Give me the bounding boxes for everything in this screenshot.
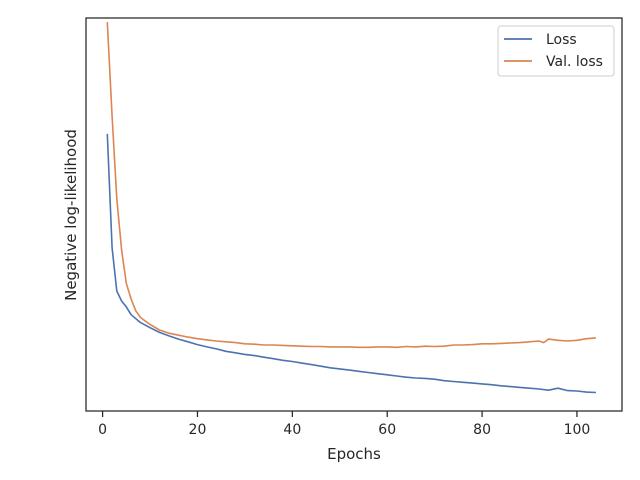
legend-label: Loss — [546, 32, 577, 48]
y-axis-label: Negative log-likelihood — [62, 129, 80, 301]
series-lines — [106, 21, 596, 394]
x-tick-label: 40 — [283, 422, 301, 438]
series-line-loss — [106, 133, 596, 394]
plot-background — [86, 18, 622, 411]
x-tick-label: 0 — [98, 422, 107, 438]
x-tick-label: 60 — [378, 422, 396, 438]
x-axis-ticks: 0 20 40 60 80 100 — [98, 411, 590, 438]
x-tick-label: 80 — [473, 422, 491, 438]
x-axis-label: Epochs — [327, 445, 381, 463]
x-tick-label: 100 — [564, 422, 591, 438]
legend: Loss Val. loss — [497, 25, 615, 77]
legend-label: Val. loss — [546, 54, 603, 70]
x-tick-label: 20 — [189, 422, 207, 438]
plot-frame — [85, 17, 623, 412]
series-line-val-loss — [106, 21, 596, 349]
